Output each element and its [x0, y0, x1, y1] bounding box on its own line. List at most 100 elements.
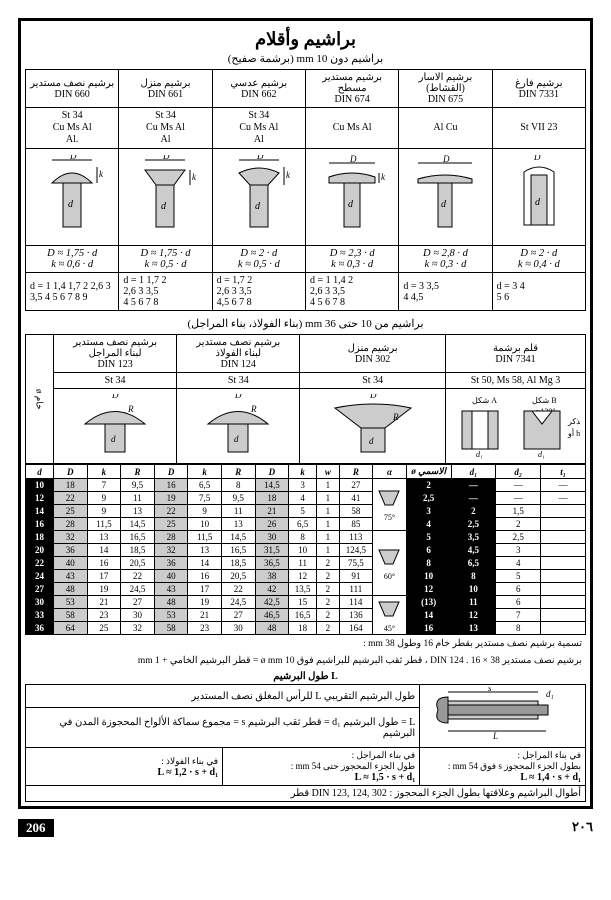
- data-header: R: [221, 465, 255, 479]
- svg-text:d: d: [369, 436, 374, 446]
- col1-top: برشيم منزل: [140, 78, 190, 89]
- col0-formula: D ≈ 1,75 · dk ≈ 0,6 · d: [26, 246, 119, 273]
- col3-mat: Cu Ms Al: [305, 108, 398, 149]
- col4-sizes: d = 3 3,54 4,5: [399, 273, 492, 311]
- col4-mat: Al Cu: [399, 108, 492, 149]
- len-c2-t: في بناء المراجل :: [227, 750, 415, 761]
- col2-mat: St 34Cu Ms AlAl: [212, 108, 305, 149]
- table-row: 101879,5166,5814,5312775°2———: [26, 479, 586, 492]
- table-row: 366425325823304818216416138: [26, 622, 586, 635]
- data-header: R: [121, 465, 155, 479]
- col2-formula: D ≈ 2 · dk ≈ 0,5 · d: [212, 246, 305, 273]
- d-label: ø خام: [26, 335, 54, 464]
- col4-din: DIN 675: [428, 94, 463, 105]
- data-header: w: [317, 465, 339, 479]
- page-num-ar: ٢٠٦: [572, 819, 593, 837]
- s2c0-top: برشيم نصف مستديرلبناء المراجل: [73, 337, 157, 359]
- length-diagram: d₁ L s: [420, 685, 586, 748]
- data-header: d: [26, 465, 54, 479]
- s2c0-din: DIN 123: [97, 359, 132, 370]
- page-num-en: 206: [18, 819, 54, 837]
- col3-din: DIN 674: [335, 94, 370, 105]
- rivet-diagram-hollow: D d: [492, 149, 585, 246]
- svg-text:d₁: d₁: [476, 450, 483, 459]
- svg-text:s: s: [488, 687, 492, 693]
- rivet-diagram-round: D k d: [26, 149, 119, 246]
- data-header: D: [54, 465, 88, 479]
- col1-mat: St 34Cu Ms AlAl: [119, 108, 212, 149]
- svg-text:d: d: [234, 434, 239, 444]
- col2-din: DIN 662: [241, 89, 276, 100]
- svg-text:D: D: [369, 394, 377, 400]
- note1: تسمية برشيم نصف مستدير بقطر خام 16 وطول …: [25, 635, 586, 652]
- table-row: 20361418,5321316,531,5101124,564,53: [26, 544, 586, 557]
- col5-top: برشيم فارغ: [515, 78, 562, 89]
- table-row: 27481924,54317224213,5211112106: [26, 583, 586, 596]
- col3-sizes: d = 1 1,4 22,6 3 3,54 5 6 7 8: [305, 273, 398, 311]
- svg-text:أو h11: أو h11: [567, 427, 580, 438]
- s2c1-top: برشيم نصف مستديرلبناء الفولاذ: [196, 337, 280, 359]
- svg-text:d₁: d₁: [546, 689, 554, 699]
- svg-text:D: D: [442, 155, 450, 164]
- len-c1-f: L ≈ 1,4 · s + d₁: [520, 772, 581, 783]
- svg-text:d: d: [111, 434, 116, 444]
- rivet-diagram-lens: D k d: [212, 149, 305, 246]
- data-header: d₁: [451, 465, 496, 479]
- table-row: 142591322911215158321,5: [26, 505, 586, 518]
- s2c2-din: DIN 302: [355, 354, 390, 365]
- data-header: k: [188, 465, 222, 479]
- len-line2: L = طول البرشيم d₁ = قطر ثقب البرشيم s =…: [26, 708, 420, 748]
- svg-text:شكل B: شكل B: [532, 396, 557, 405]
- data-header: k: [289, 465, 317, 479]
- col3-formula: D ≈ 2,3 · dk ≈ 0,3 · d: [305, 246, 398, 273]
- len-foot: أطوال البراشيم وعلاقتها بطول الجزء المحج…: [26, 786, 586, 802]
- svg-text:R: R: [250, 404, 257, 414]
- svg-text:D: D: [256, 155, 264, 161]
- section2-title: براشيم من 10 حتى mm 36 (بناء الفولاذ، بن…: [25, 317, 586, 330]
- table-row: 3358233053212746,516,5213614127: [26, 609, 586, 622]
- col0-din: DIN 660: [55, 89, 90, 100]
- col5-mat: St VII 23: [492, 108, 585, 149]
- rivet-diagram-flat: D k d: [305, 149, 398, 246]
- table-row: 18321316,52811,514,5308111360°53,52,5: [26, 531, 586, 544]
- s2c1-din: DIN 124: [221, 359, 256, 370]
- col5-din: DIN 7331: [519, 89, 559, 100]
- svg-text:D: D: [234, 394, 242, 400]
- len-c3-t: في بناء الفولاذ :: [30, 756, 218, 767]
- rivet-types-table: برشيم نصف مستديرDIN 660 برشيم منزلDIN 66…: [25, 69, 586, 311]
- s2c3-top: قلم برشمة: [493, 343, 538, 354]
- svg-text:k: k: [192, 172, 197, 182]
- svg-text:k: k: [99, 169, 104, 179]
- data-header: d₂: [496, 465, 541, 479]
- len-line1: طول البرشيم التقريبي L للرأس المغلق نصف …: [26, 685, 420, 708]
- len-c1-t2: بطول الجزء المحجوز s فوق mm 54 :: [424, 761, 581, 772]
- col5-formula: D ≈ 2 · dk ≈ 0,4 · d: [492, 246, 585, 273]
- col4-top: برشيم الاسار (القشاط): [419, 72, 473, 94]
- data-header: α: [373, 465, 407, 479]
- table-row: 22401620,5361418,536,511275,586,54: [26, 557, 586, 570]
- svg-text:L: L: [492, 731, 498, 741]
- svg-text:تذكر h9: تذكر h9: [567, 417, 580, 426]
- table-row: 30532127481924,542,515211445°(13)116: [26, 596, 586, 609]
- data-header: R: [339, 465, 373, 479]
- svg-text:k: k: [381, 172, 386, 182]
- col5-sizes: d = 3 45 6: [492, 273, 585, 311]
- data-table: dDkRDkRDkwRαø الاسميd₁d₂t₁ 101879,5166,5…: [25, 464, 586, 635]
- s2-diagram-0: DRd: [54, 389, 177, 464]
- s2c0-mat: St 34: [54, 373, 177, 389]
- len-c1-t: في بناء المراجل :: [424, 750, 581, 761]
- table-row: 1222911197,59,51841412,5———: [26, 492, 586, 505]
- data-header: t₁: [541, 465, 586, 479]
- note2: برشيم نصف مستدير 38 × DIN 124 . 16 ، قطر…: [25, 652, 586, 669]
- data-header: k: [87, 465, 121, 479]
- length-table: طول البرشيم التقريبي L للرأس المغلق نصف …: [25, 684, 586, 802]
- page-title: براشيم وأقلام: [25, 29, 586, 50]
- col1-formula: D ≈ 1,75 · dk ≈ 0,5 · d: [119, 246, 212, 273]
- data-header: D: [154, 465, 188, 479]
- length-title: L طول البرشيم: [25, 669, 586, 684]
- len-c2-t2: طول الجزء المحجوز حتى mm 54 :: [227, 761, 415, 772]
- svg-text:k: k: [286, 170, 291, 180]
- svg-text:R: R: [127, 404, 134, 414]
- col2-sizes: d = 1,7 22,6 3 3,54,5 6 7 8: [212, 273, 305, 311]
- svg-text:D: D: [533, 155, 541, 162]
